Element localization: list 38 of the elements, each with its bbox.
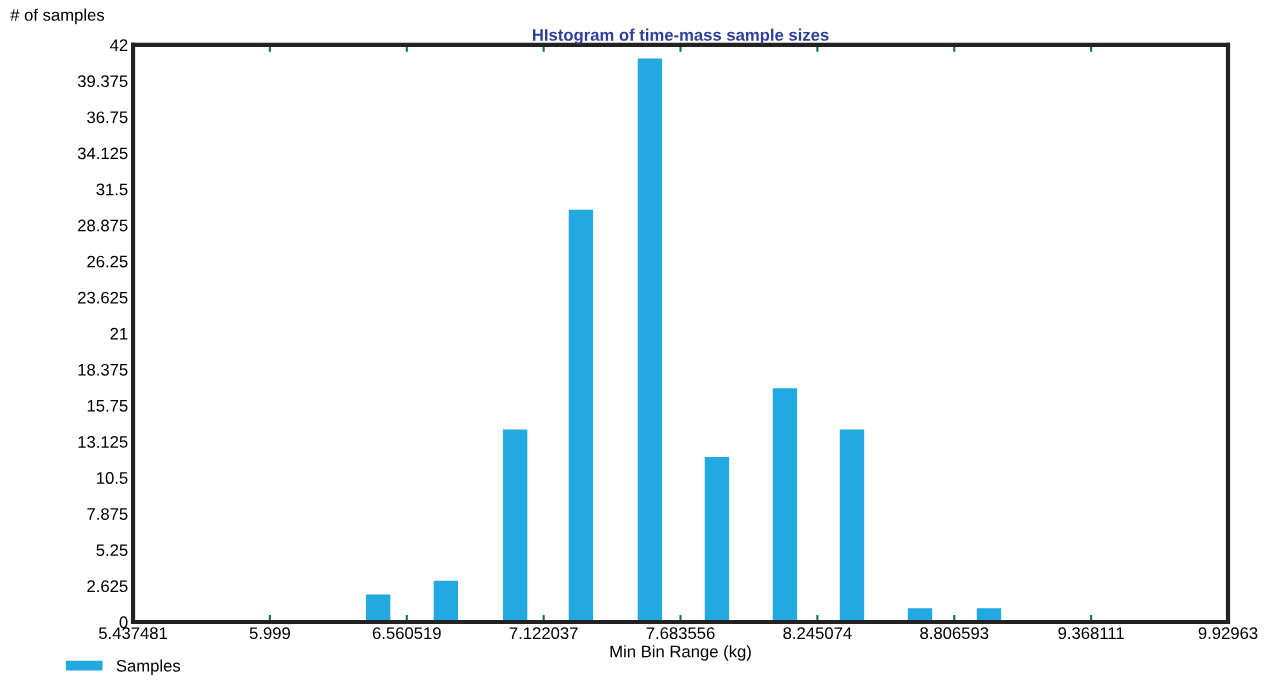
y-tick-label: 26.25 (87, 255, 128, 268)
bar (568, 209, 594, 622)
y-tick-label: 10.5 (97, 472, 128, 484)
y-tick-label: 34.125 (77, 147, 128, 160)
legend-label: Samples (116, 659, 181, 675)
y-tick-label: 15.75 (87, 400, 128, 412)
bar (365, 594, 391, 622)
y-tick-label: 13.125 (78, 436, 128, 448)
x-tick-label: 7.122037 (509, 627, 578, 640)
bar (839, 429, 865, 622)
y-tick-label: 36.75 (87, 111, 128, 124)
x-tick-label: 8.245074 (783, 627, 852, 640)
chart-title: HIstogram of time-mass sample sizes (532, 28, 829, 45)
y-axis-title: # of samples (10, 8, 105, 25)
y-tick-label: 7.875 (87, 508, 128, 520)
y-tick-label: 31.5 (96, 183, 128, 196)
bar (433, 580, 459, 622)
bar (704, 457, 730, 622)
y-tick-label: 2.625 (87, 580, 128, 593)
x-tick-label: 6.560519 (372, 627, 441, 640)
y-tick-label: 18.375 (78, 363, 128, 376)
y-tick-label: 0 (119, 616, 128, 629)
bar (772, 388, 798, 622)
x-tick-label: 9.368111 (1058, 627, 1124, 640)
x-tick-label: 5.999 (249, 627, 290, 640)
y-tick-label: 23.625 (78, 291, 128, 304)
y-tick-label: 5.25 (96, 544, 128, 557)
bar (502, 429, 528, 622)
x-tick-label: 7.683556 (646, 627, 715, 640)
y-tick-label: 21 (110, 327, 128, 340)
y-tick-label: 42 (110, 39, 128, 51)
x-axis-title: Min Bin Range (kg) (610, 645, 751, 661)
x-tick-label: 8.806593 (920, 627, 989, 640)
y-tick-label: 28.875 (78, 219, 128, 232)
y-tick-label: 39.375 (77, 75, 128, 88)
x-tick-label: 9.92963 (1198, 627, 1258, 640)
x-tick-label: 5.437481 (98, 627, 167, 640)
bar (637, 58, 663, 622)
